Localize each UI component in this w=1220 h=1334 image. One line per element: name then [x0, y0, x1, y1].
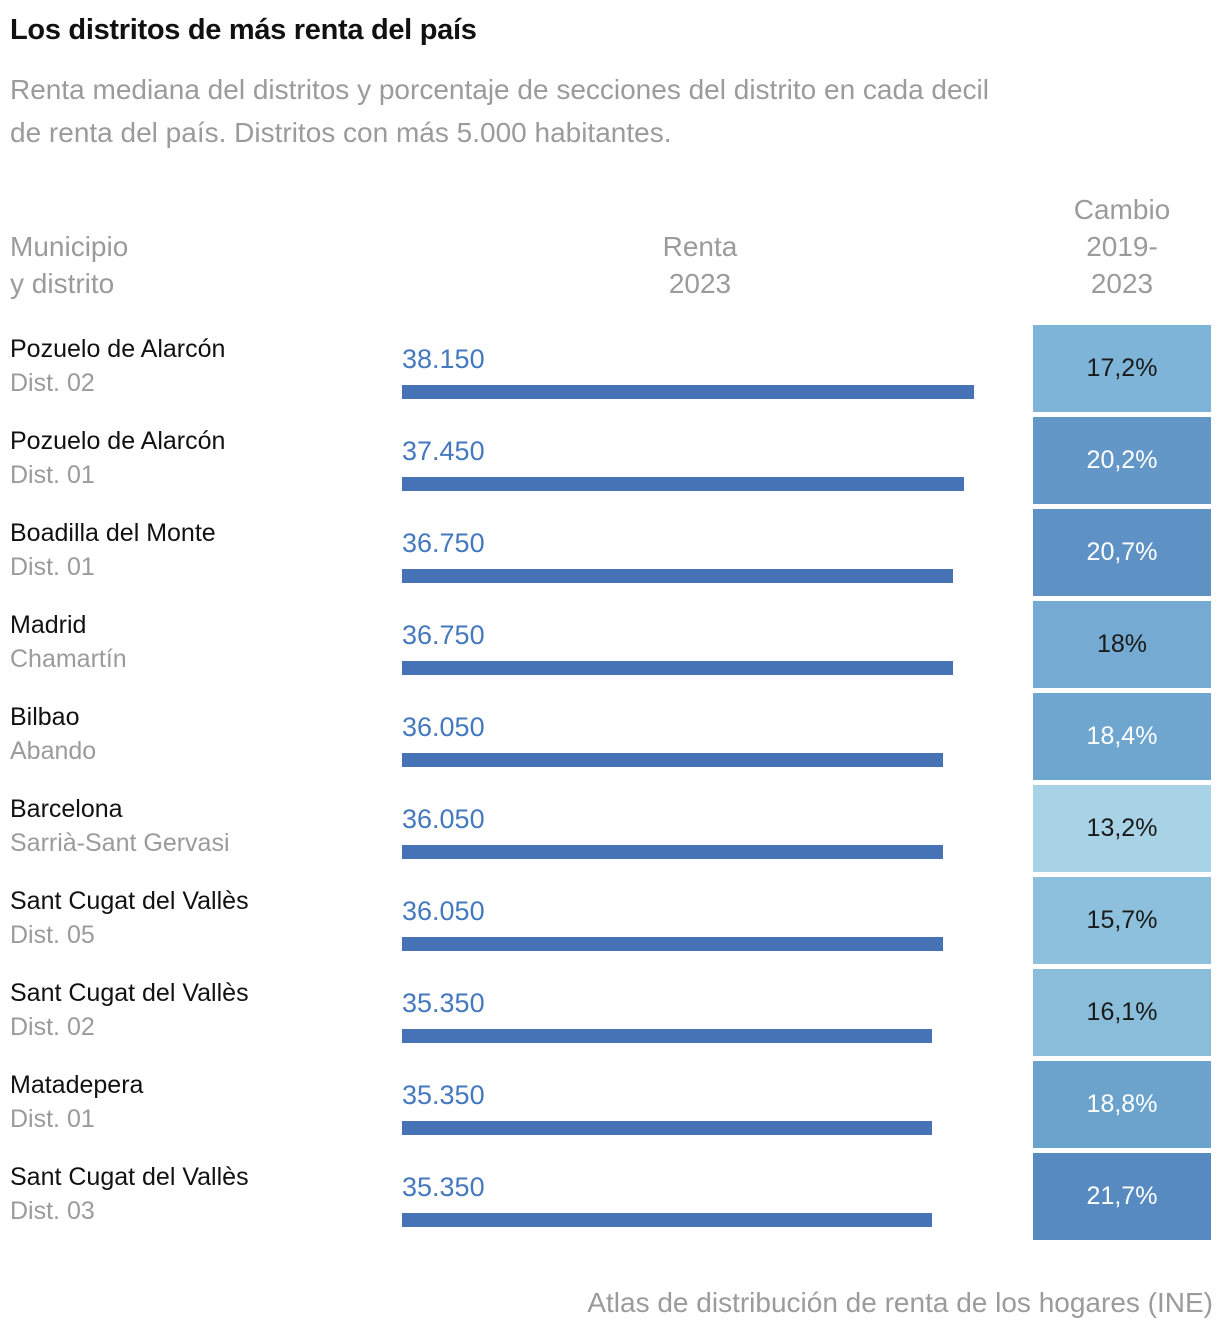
cambio-cell: 20,2%: [1033, 417, 1211, 504]
table-row: Sant Cugat del Vallès Dist. 05 36.050 15…: [0, 877, 1220, 964]
renta-bar: [402, 1029, 932, 1043]
column-header-municipio-line2: y distrito: [10, 268, 115, 299]
column-header-cambio-line3: 2023: [1090, 268, 1154, 299]
renta-bar: [402, 385, 974, 399]
chart-subtitle: Renta mediana del distritos y porcentaje…: [10, 68, 1210, 154]
district-label: Chamartín: [10, 645, 127, 673]
renta-bar: [402, 845, 943, 859]
table-row: Pozuelo de Alarcón Dist. 01 37.450 20,2%: [0, 417, 1220, 504]
renta-value-label: 36.050: [402, 896, 485, 926]
cambio-cell: 17,2%: [1033, 325, 1211, 412]
cambio-cell: 20,7%: [1033, 509, 1211, 596]
cambio-cell: 15,7%: [1033, 877, 1211, 964]
table-row: Boadilla del Monte Dist. 01 36.750 20,7%: [0, 509, 1220, 596]
district-label: Dist. 01: [10, 553, 95, 581]
cambio-cell: 13,2%: [1033, 785, 1211, 872]
district-label: Dist. 05: [10, 921, 95, 949]
municipality-label: Barcelona: [10, 795, 123, 823]
renta-bar: [402, 569, 953, 583]
municipality-label: Bilbao: [10, 703, 80, 731]
column-header-renta-line2: 2023: [668, 268, 732, 299]
table-row: Sant Cugat del Vallès Dist. 03 35.350 21…: [0, 1153, 1220, 1240]
cambio-cell: 18,4%: [1033, 693, 1211, 780]
municipality-label: Boadilla del Monte: [10, 519, 216, 547]
renta-bar: [402, 937, 943, 951]
renta-bar: [402, 1213, 932, 1227]
table-row: Barcelona Sarrià-Sant Gervasi 36.050 13,…: [0, 785, 1220, 872]
column-header-renta: Renta 2023: [600, 228, 800, 302]
cambio-cell: 18,8%: [1033, 1061, 1211, 1148]
renta-bar: [402, 753, 943, 767]
district-label: Dist. 02: [10, 369, 95, 397]
cambio-cell: 18%: [1033, 601, 1211, 688]
renta-value-label: 36.750: [402, 528, 485, 558]
municipality-label: Madrid: [10, 611, 87, 639]
table-row: Pozuelo de Alarcón Dist. 02 38.150 17,2%: [0, 325, 1220, 412]
district-label: Dist. 02: [10, 1013, 95, 1041]
renta-value-label: 35.350: [402, 1172, 485, 1202]
renta-value-label: 35.350: [402, 988, 485, 1018]
renta-value-label: 38.150: [402, 344, 485, 374]
chart-subtitle-line1: Renta mediana del distritos y porcentaje…: [10, 74, 990, 105]
municipality-label: Pozuelo de Alarcón: [10, 427, 226, 455]
district-label: Abando: [10, 737, 97, 765]
table-row: Sant Cugat del Vallès Dist. 02 35.350 16…: [0, 969, 1220, 1056]
table-row: Matadepera Dist. 01 35.350 18,8%: [0, 1061, 1220, 1148]
district-label: Dist. 03: [10, 1197, 95, 1225]
municipality-label: Sant Cugat del Vallès: [10, 887, 249, 915]
municipality-label: Matadepera: [10, 1071, 144, 1099]
municipality-label: Sant Cugat del Vallès: [10, 979, 249, 1007]
renta-value-label: 36.050: [402, 712, 485, 742]
table-row: Bilbao Abando 36.050 18,4%: [0, 693, 1220, 780]
column-header-cambio-line2: 2019-: [1086, 231, 1158, 262]
renta-value-label: 36.750: [402, 620, 485, 650]
chart-subtitle-line2: de renta del país. Distritos con más 5.0…: [10, 117, 672, 148]
municipality-label: Sant Cugat del Vallès: [10, 1163, 249, 1191]
chart-rows: Pozuelo de Alarcón Dist. 02 38.150 17,2%…: [0, 325, 1220, 1245]
column-header-renta-line1: Renta: [662, 231, 738, 262]
renta-value-label: 37.450: [402, 436, 485, 466]
column-header-cambio-line1: Cambio: [1073, 194, 1171, 225]
renta-value-label: 35.350: [402, 1080, 485, 1110]
district-label: Sarrià-Sant Gervasi: [10, 829, 230, 857]
renta-bar: [402, 1121, 932, 1135]
chart-title: Los distritos de más renta del país: [10, 14, 477, 46]
district-label: Dist. 01: [10, 1105, 95, 1133]
renta-bar: [402, 477, 964, 491]
cambio-cell: 16,1%: [1033, 969, 1211, 1056]
column-header-municipio-line1: Municipio: [10, 231, 129, 262]
column-header-cambio: Cambio 2019- 2023: [1033, 191, 1211, 302]
column-header-municipio: Municipio y distrito: [10, 228, 128, 302]
source-credit: Atlas de distribución de renta de los ho…: [587, 1287, 1213, 1318]
district-label: Dist. 01: [10, 461, 95, 489]
renta-value-label: 36.050: [402, 804, 485, 834]
table-row: Madrid Chamartín 36.750 18%: [0, 601, 1220, 688]
column-headers: Municipio y distrito Renta 2023 Cambio 2…: [0, 188, 1220, 302]
municipality-label: Pozuelo de Alarcón: [10, 335, 226, 363]
renta-bar: [402, 661, 953, 675]
cambio-cell: 21,7%: [1033, 1153, 1211, 1240]
